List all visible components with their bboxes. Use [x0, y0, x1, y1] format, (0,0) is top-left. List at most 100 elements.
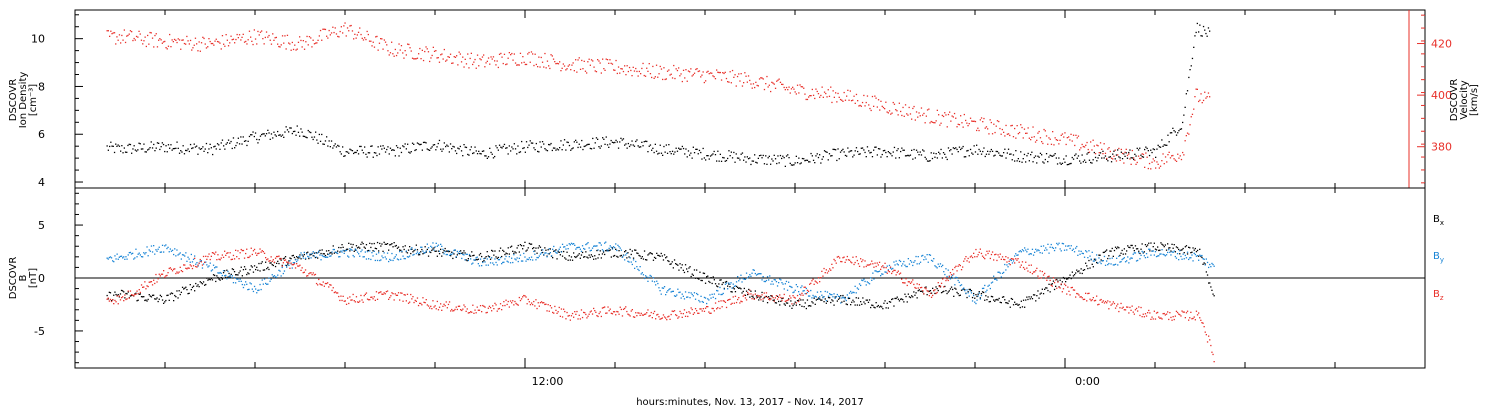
- data-point: [841, 297, 843, 299]
- data-point: [516, 247, 518, 249]
- data-point: [106, 294, 108, 297]
- data-point: [1020, 124, 1022, 126]
- data-point: [555, 249, 557, 251]
- data-point: [1170, 250, 1172, 252]
- data-point: [318, 35, 320, 37]
- data-point: [170, 46, 172, 48]
- data-point: [863, 301, 865, 303]
- data-point: [929, 290, 932, 292]
- data-point: [975, 294, 977, 296]
- data-point: [416, 249, 419, 251]
- data-point: [1047, 276, 1049, 278]
- data-point: [207, 266, 209, 268]
- data-point: [501, 263, 503, 265]
- data-point: [112, 32, 114, 34]
- data-point: [859, 104, 861, 107]
- data-point: [833, 258, 835, 261]
- data-point: [555, 149, 557, 151]
- data-point: [801, 86, 804, 88]
- data-point: [706, 302, 708, 305]
- data-point: [107, 258, 109, 260]
- data-point: [413, 250, 415, 252]
- data-point: [479, 258, 482, 260]
- data-point: [969, 148, 972, 151]
- data-point: [904, 293, 906, 295]
- data-point: [926, 160, 929, 162]
- data-point: [614, 254, 616, 257]
- data-point: [979, 297, 981, 299]
- data-point: [1000, 276, 1002, 278]
- data-point: [720, 293, 722, 296]
- data-point: [547, 253, 549, 255]
- data-point: [740, 300, 742, 302]
- data-point: [506, 260, 508, 262]
- data-point: [593, 307, 595, 310]
- data-point: [741, 85, 744, 87]
- data-point: [924, 256, 926, 258]
- data-point: [717, 71, 719, 73]
- data-point: [429, 250, 431, 253]
- data-point: [700, 295, 702, 297]
- data-point: [192, 265, 195, 267]
- data-point: [116, 253, 118, 255]
- top-plot-frame: [74, 9, 1426, 189]
- data-point: [798, 92, 800, 94]
- data-point: [944, 273, 946, 276]
- data-point: [249, 269, 251, 271]
- data-point: [512, 300, 514, 302]
- data-point: [1206, 35, 1208, 37]
- data-point: [381, 293, 383, 295]
- data-point: [321, 39, 323, 41]
- data-point: [854, 285, 856, 287]
- data-point: [809, 95, 811, 97]
- data-point: [1163, 144, 1165, 146]
- data-point: [993, 299, 995, 301]
- data-point: [627, 313, 629, 315]
- data-point: [1081, 143, 1083, 146]
- data-point: [673, 259, 676, 261]
- data-point: [511, 302, 513, 304]
- data-point: [1023, 153, 1026, 156]
- data-point: [981, 287, 984, 290]
- data-point: [615, 314, 617, 316]
- data-point: [995, 125, 997, 127]
- data-point: [1165, 249, 1168, 251]
- data-point: [288, 262, 290, 264]
- data-point: [1110, 157, 1113, 159]
- data-point: [1207, 92, 1210, 94]
- data-point: [140, 296, 143, 298]
- data-point: [604, 306, 606, 308]
- data-point: [402, 300, 404, 302]
- data-point: [394, 245, 396, 247]
- data-point: [995, 299, 997, 301]
- data-point: [392, 293, 394, 295]
- data-point: [936, 157, 938, 159]
- data-point: [627, 252, 629, 254]
- data-point: [391, 243, 393, 245]
- data-point: [276, 276, 278, 278]
- data-point: [682, 295, 684, 297]
- data-point: [561, 243, 564, 245]
- data-point: [252, 131, 254, 133]
- data-point: [581, 316, 584, 319]
- y-right-tick-label: 400: [1431, 89, 1452, 102]
- data-point: [917, 116, 919, 118]
- data-point: [257, 142, 259, 144]
- data-point: [735, 153, 737, 155]
- data-point: [575, 248, 577, 250]
- data-point: [446, 250, 448, 252]
- data-point: [557, 311, 559, 313]
- data-point: [545, 252, 547, 254]
- data-point: [176, 249, 178, 251]
- data-point: [1112, 264, 1114, 266]
- data-point: [937, 289, 939, 292]
- data-point: [446, 307, 448, 309]
- data-point: [673, 295, 676, 297]
- data-point: [1018, 303, 1020, 306]
- data-point: [124, 294, 126, 296]
- data-point: [1065, 245, 1067, 247]
- data-point: [871, 260, 873, 262]
- data-point: [472, 255, 474, 257]
- data-point: [1174, 255, 1176, 258]
- data-point: [1031, 273, 1034, 275]
